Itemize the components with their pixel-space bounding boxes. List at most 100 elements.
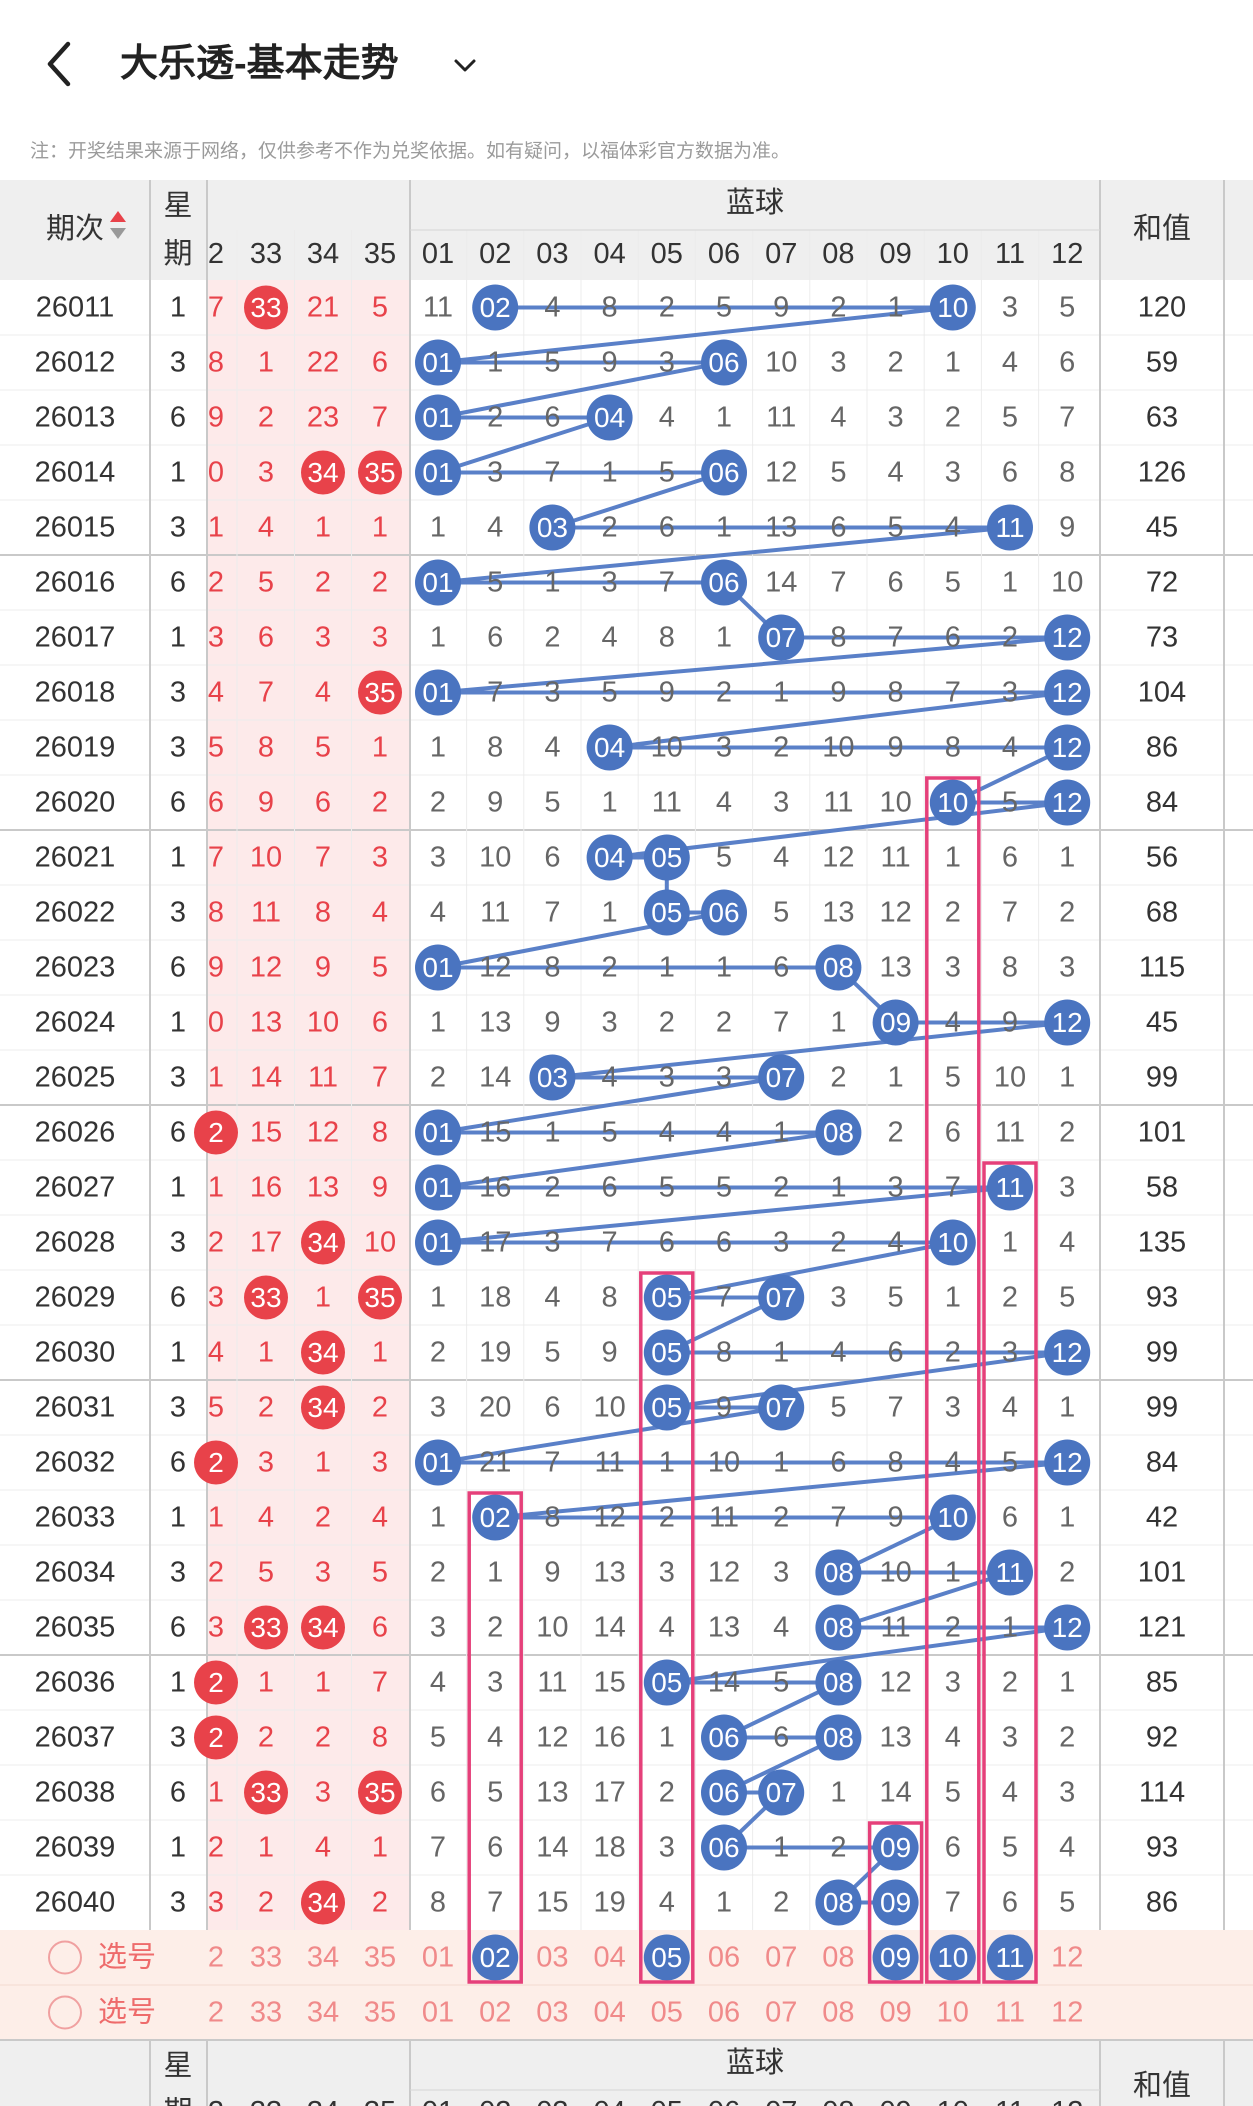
- red-ball-number: 34: [307, 1612, 338, 1643]
- pick-blue-number[interactable]: 06: [708, 1942, 740, 1974]
- front-omission-value: 1: [258, 1337, 274, 1369]
- pick-blue-number[interactable]: 11: [995, 1997, 1025, 2029]
- sort-desc-icon[interactable]: [110, 228, 126, 239]
- blue-omission-value: 12: [822, 842, 854, 874]
- blue-omission-value: 2: [544, 1172, 560, 1204]
- pick-blue-selected[interactable]: [872, 1934, 919, 1981]
- blue-omission-value: 6: [1002, 457, 1018, 489]
- blue-omission-value: 4: [544, 292, 560, 324]
- blue-omission-value: 14: [708, 1667, 740, 1699]
- issue-number: 26028: [35, 1227, 116, 1259]
- streak-highlight-box: [982, 1161, 1038, 1984]
- blue-omission-value: 5: [716, 1172, 732, 1204]
- pick-front-number[interactable]: 34: [307, 1997, 339, 2029]
- blue-omission-value: 9: [1059, 512, 1075, 544]
- blue-omission-value: 3: [773, 787, 789, 819]
- red-ball-partial: [194, 1660, 238, 1705]
- blue-ball: [1044, 1329, 1091, 1376]
- blue-omission-value: 8: [888, 1447, 904, 1479]
- issue-column-header[interactable]: 期次: [46, 212, 104, 245]
- blue-omission-value: 3: [659, 1832, 675, 1864]
- pick-radio-icon[interactable]: [48, 1940, 82, 1975]
- weekday-value: 6: [170, 1612, 186, 1644]
- blue-omission-value: 13: [479, 1007, 511, 1039]
- blue-omission-value: 5: [945, 567, 961, 599]
- pick-blue-number[interactable]: 09: [880, 1942, 911, 1973]
- table-row: 26034 3 2 5 3 5 2 1 9 13 3 12 3 08 10 1 11 2 101: [35, 1549, 1186, 1596]
- blue-omission-value: 19: [593, 1887, 625, 1919]
- pick-front-number[interactable]: 35: [364, 1997, 396, 2029]
- pick-blue-number[interactable]: 12: [1051, 1997, 1083, 2029]
- front-partial-value: 4: [208, 1337, 224, 1369]
- pick-front-partial[interactable]: 2: [208, 1997, 224, 2029]
- footer-blue-col: 01: [422, 2096, 454, 2106]
- pick-blue-number[interactable]: 12: [1051, 1942, 1083, 1974]
- blue-omission-value: 5: [1002, 1832, 1018, 1864]
- pick-blue-number[interactable]: 01: [422, 1942, 454, 1974]
- weekday-value: 6: [170, 1282, 186, 1314]
- table-row: 26020 6 6 9 6 2 2 9 5 1 11 4 3 11 10 10 5 12 84: [35, 779, 1178, 826]
- pick-blue-number[interactable]: 03: [536, 1997, 568, 2029]
- pick-blue-number[interactable]: 05: [651, 1997, 683, 2029]
- pick-blue-number[interactable]: 10: [937, 1942, 968, 1973]
- footer-front-col: 35: [364, 2096, 396, 2106]
- blue-ball-number: 08: [823, 1557, 854, 1588]
- weekday-value: 3: [170, 1392, 186, 1424]
- pick-blue-selected[interactable]: [643, 1934, 690, 1981]
- pick-front-number[interactable]: 34: [307, 1942, 339, 1974]
- blue-omission-value: 1: [945, 1282, 961, 1314]
- pick-blue-number[interactable]: 11: [995, 1942, 1024, 1973]
- red-ball: [301, 1605, 345, 1650]
- pick-label[interactable]: 选号: [98, 1996, 156, 2029]
- pick-row: 选号 2 33 34 35 01 02 03 04 05 06 07 08 09 10 11 12: [48, 1934, 1083, 1981]
- sort-asc-icon[interactable]: [110, 211, 126, 222]
- pick-front-number[interactable]: 33: [250, 1997, 282, 2029]
- blue-omission-value: 2: [1059, 1722, 1075, 1754]
- blue-omission-value: 5: [773, 897, 789, 929]
- chevron-down-icon[interactable]: [450, 50, 480, 80]
- blue-ball: [415, 559, 461, 606]
- front-partial-value: 8: [208, 897, 224, 929]
- pick-blue-number[interactable]: 07: [765, 1997, 797, 2029]
- pick-label[interactable]: 选号: [98, 1941, 156, 1974]
- blue-ball: [415, 944, 461, 991]
- blue-omission-value: 9: [544, 1557, 560, 1589]
- blue-omission-value: 10: [994, 1062, 1026, 1094]
- pick-blue-number[interactable]: 02: [480, 1942, 511, 1973]
- pick-radio-icon[interactable]: [48, 1995, 82, 2030]
- pick-blue-number[interactable]: 04: [593, 1997, 625, 2029]
- pick-front-number[interactable]: 33: [250, 1942, 282, 1974]
- blue-omission-value: 5: [716, 292, 732, 324]
- blue-omission-value: 2: [602, 952, 618, 984]
- red-ball: [244, 1275, 288, 1320]
- blue-omission-value: 5: [888, 1282, 904, 1314]
- front-partial-value: 2: [208, 567, 224, 599]
- pick-blue-number[interactable]: 10: [937, 1997, 969, 2029]
- pick-blue-selected[interactable]: [472, 1934, 519, 1981]
- weekday-value: 1: [170, 1667, 186, 1699]
- blue-ball-number: 02: [480, 1502, 511, 1533]
- pick-blue-number[interactable]: 04: [593, 1942, 625, 1974]
- pick-blue-selected[interactable]: [929, 1934, 976, 1981]
- back-arrow-icon[interactable]: [40, 34, 80, 94]
- pick-blue-number[interactable]: 01: [422, 1997, 454, 2029]
- pick-blue-number[interactable]: 05: [651, 1942, 682, 1973]
- blue-ball-number: 11: [995, 1172, 1024, 1203]
- blue-ball: [1044, 779, 1091, 826]
- pick-blue-number[interactable]: 08: [822, 1942, 854, 1974]
- blue-ball: [529, 1054, 576, 1101]
- pick-blue-selected[interactable]: [987, 1934, 1033, 1981]
- blue-omission-value: 8: [716, 1337, 732, 1369]
- pick-blue-number[interactable]: 02: [479, 1997, 511, 2029]
- pick-blue-number[interactable]: 03: [536, 1942, 568, 1974]
- pick-blue-number[interactable]: 09: [879, 1997, 911, 2029]
- front-omission-value: 9: [258, 787, 274, 819]
- blue-ball: [643, 1274, 690, 1321]
- pick-blue-number[interactable]: 08: [822, 1997, 854, 2029]
- blue-omission-value: 7: [888, 622, 904, 654]
- pick-front-number[interactable]: 35: [364, 1942, 396, 1974]
- trend-line-segment: [436, 415, 612, 475]
- pick-blue-number[interactable]: 06: [708, 1997, 740, 2029]
- pick-front-partial[interactable]: 2: [208, 1942, 224, 1974]
- pick-blue-number[interactable]: 07: [765, 1942, 797, 1974]
